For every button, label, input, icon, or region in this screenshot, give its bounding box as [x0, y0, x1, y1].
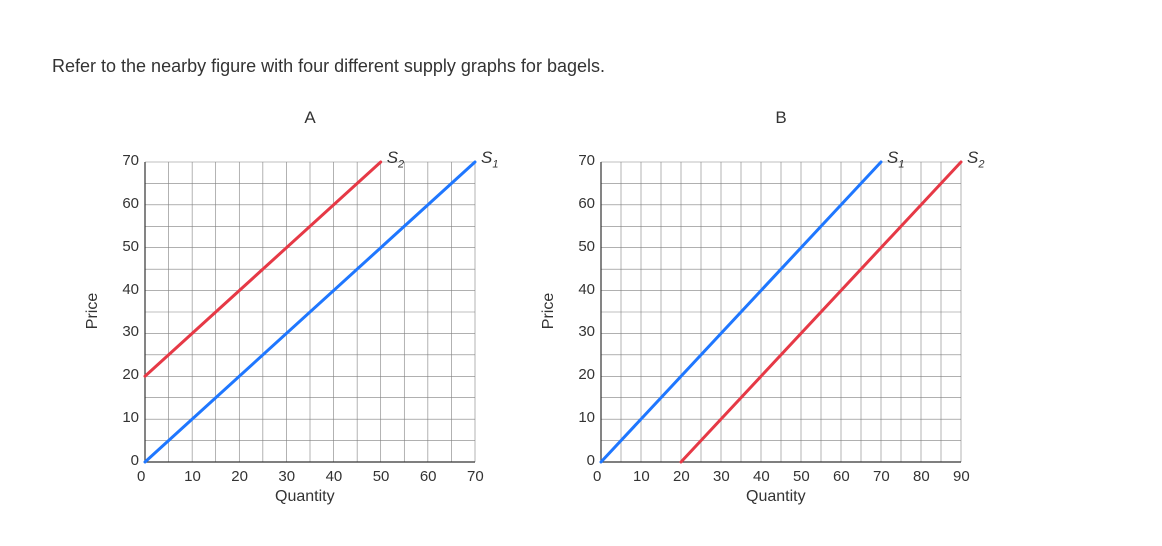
- series-label: S1: [481, 148, 498, 170]
- x-tick: 90: [953, 468, 970, 485]
- y-tick: 70: [571, 152, 595, 169]
- chart-b-ylabel: Price: [540, 293, 558, 329]
- y-tick: 60: [571, 195, 595, 212]
- chart-b-xlabel: Quantity: [746, 488, 806, 506]
- x-tick: 60: [420, 468, 437, 485]
- y-tick: 40: [115, 281, 139, 298]
- chart-b-plot: [601, 162, 961, 462]
- y-tick: 20: [115, 366, 139, 383]
- x-tick: 30: [278, 468, 295, 485]
- chart-a-plot: [145, 162, 475, 462]
- series-label: S2: [967, 148, 984, 170]
- y-tick: 30: [115, 323, 139, 340]
- y-tick: 50: [571, 238, 595, 255]
- x-tick: 70: [873, 468, 890, 485]
- x-tick: 0: [137, 468, 145, 485]
- y-tick: 40: [571, 281, 595, 298]
- chart-a-ylabel: Price: [84, 293, 102, 329]
- x-tick: 50: [373, 468, 390, 485]
- y-tick: 20: [571, 366, 595, 383]
- y-tick: 10: [571, 409, 595, 426]
- x-tick: 10: [184, 468, 201, 485]
- y-tick: 60: [115, 195, 139, 212]
- y-tick: 10: [115, 409, 139, 426]
- y-tick: 50: [115, 238, 139, 255]
- x-tick: 50: [793, 468, 810, 485]
- y-tick: 0: [571, 452, 595, 469]
- x-tick: 20: [673, 468, 690, 485]
- y-tick: 0: [115, 452, 139, 469]
- x-tick: 40: [326, 468, 343, 485]
- y-tick: 30: [571, 323, 595, 340]
- x-tick: 30: [713, 468, 730, 485]
- intro-text: Refer to the nearby figure with four dif…: [52, 56, 605, 77]
- x-tick: 80: [913, 468, 930, 485]
- chart-a-title: A: [300, 108, 320, 128]
- series-label: S2: [387, 148, 404, 170]
- chart-b-title: B: [771, 108, 791, 128]
- x-tick: 70: [467, 468, 484, 485]
- y-tick: 70: [115, 152, 139, 169]
- x-tick: 40: [753, 468, 770, 485]
- chart-a-xlabel: Quantity: [275, 488, 335, 506]
- series-label: S1: [887, 148, 904, 170]
- x-tick: 60: [833, 468, 850, 485]
- x-tick: 0: [593, 468, 601, 485]
- x-tick: 10: [633, 468, 650, 485]
- x-tick: 20: [231, 468, 248, 485]
